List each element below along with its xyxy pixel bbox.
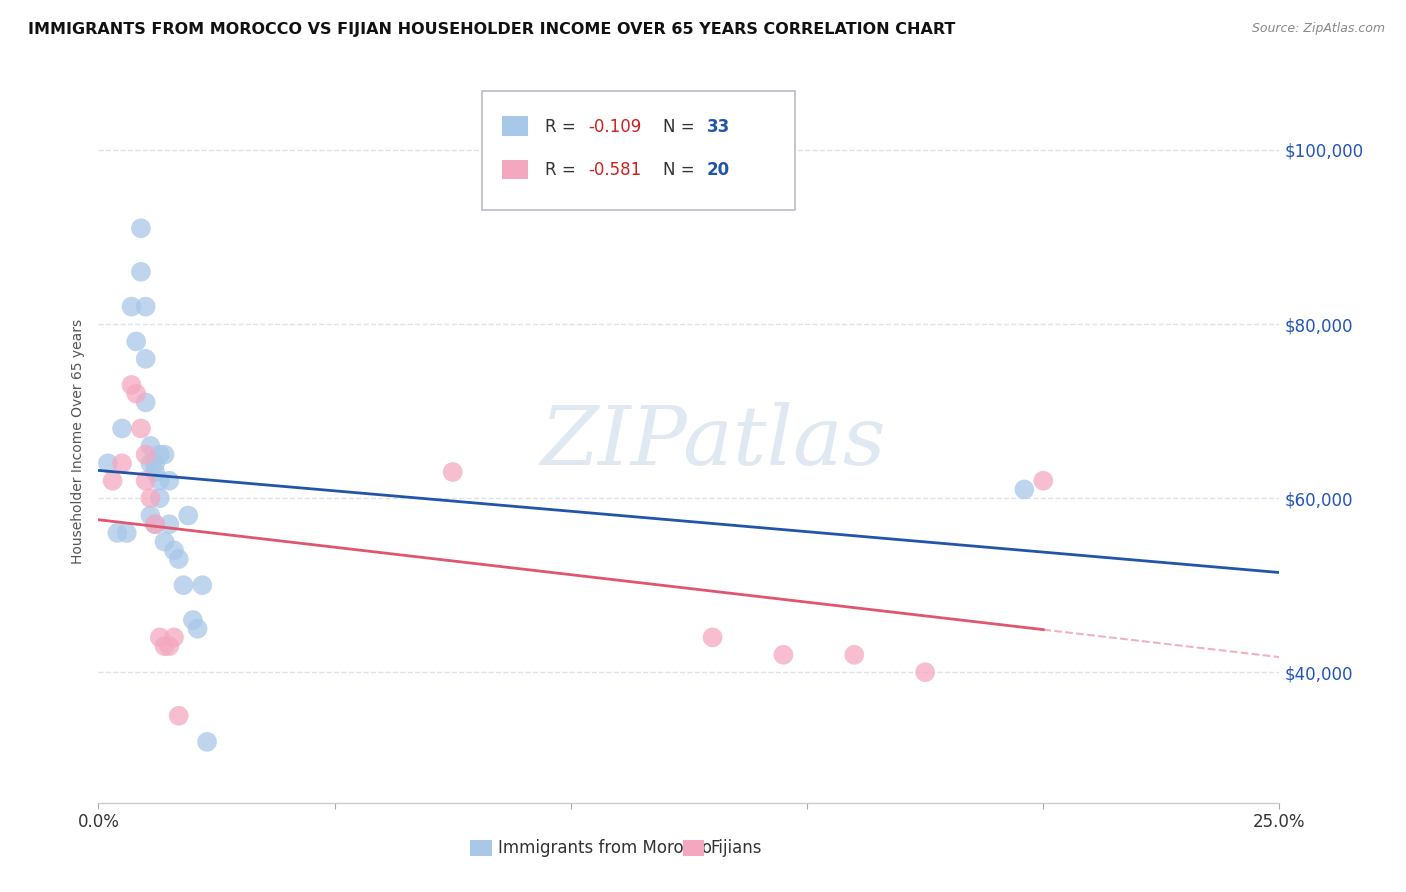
Text: N =: N = <box>664 118 700 136</box>
Text: IMMIGRANTS FROM MOROCCO VS FIJIAN HOUSEHOLDER INCOME OVER 65 YEARS CORRELATION C: IMMIGRANTS FROM MOROCCO VS FIJIAN HOUSEH… <box>28 22 956 37</box>
Point <box>191 578 214 592</box>
Point <box>914 665 936 680</box>
Point <box>125 386 148 401</box>
Point <box>1032 474 1054 488</box>
Point <box>163 631 186 645</box>
Point <box>1014 483 1036 497</box>
Point <box>167 552 190 566</box>
Text: 20: 20 <box>707 161 730 179</box>
Point <box>143 517 166 532</box>
Text: Fijians: Fijians <box>710 838 762 856</box>
Point <box>101 474 124 488</box>
Text: N =: N = <box>664 161 700 179</box>
Point <box>129 265 152 279</box>
Point <box>702 631 724 645</box>
Point <box>135 300 157 314</box>
Point <box>111 421 134 435</box>
Point <box>172 578 194 592</box>
FancyBboxPatch shape <box>482 91 796 211</box>
Y-axis label: Householder Income Over 65 years: Householder Income Over 65 years <box>72 319 86 564</box>
Point <box>129 421 152 435</box>
Point <box>441 465 464 479</box>
Point <box>125 334 148 349</box>
Point <box>187 622 209 636</box>
Point <box>844 648 866 662</box>
Point <box>149 491 172 505</box>
Point <box>149 631 172 645</box>
Point <box>157 474 180 488</box>
Bar <box>471 839 492 855</box>
Point <box>135 448 157 462</box>
Bar <box>502 160 529 179</box>
Point <box>163 543 186 558</box>
Point <box>143 456 166 470</box>
Text: -0.581: -0.581 <box>589 161 641 179</box>
Text: ZIPatlas: ZIPatlas <box>540 401 886 482</box>
Bar <box>502 116 529 136</box>
Point <box>167 708 190 723</box>
Point <box>97 456 120 470</box>
Text: 33: 33 <box>707 118 730 136</box>
Text: R =: R = <box>546 161 581 179</box>
Point <box>149 474 172 488</box>
Point <box>139 491 162 505</box>
Point <box>157 639 180 653</box>
Point <box>143 517 166 532</box>
Point <box>129 221 152 235</box>
Text: Immigrants from Morocco: Immigrants from Morocco <box>498 838 711 856</box>
Text: R =: R = <box>546 118 581 136</box>
Bar <box>683 839 704 855</box>
Point <box>115 525 138 540</box>
Point <box>149 448 172 462</box>
Point <box>135 351 157 366</box>
Point <box>139 456 162 470</box>
Point <box>139 508 162 523</box>
Point <box>177 508 200 523</box>
Point <box>135 474 157 488</box>
Point <box>105 525 128 540</box>
Point <box>139 439 162 453</box>
Point <box>153 639 176 653</box>
Point <box>121 378 143 392</box>
Point <box>772 648 794 662</box>
Point <box>195 735 218 749</box>
Point <box>157 517 180 532</box>
Point <box>111 456 134 470</box>
Point <box>153 448 176 462</box>
Point <box>143 465 166 479</box>
Text: -0.109: -0.109 <box>589 118 641 136</box>
Point <box>135 395 157 409</box>
Point <box>153 534 176 549</box>
Point <box>181 613 204 627</box>
Text: Source: ZipAtlas.com: Source: ZipAtlas.com <box>1251 22 1385 36</box>
Point <box>121 300 143 314</box>
